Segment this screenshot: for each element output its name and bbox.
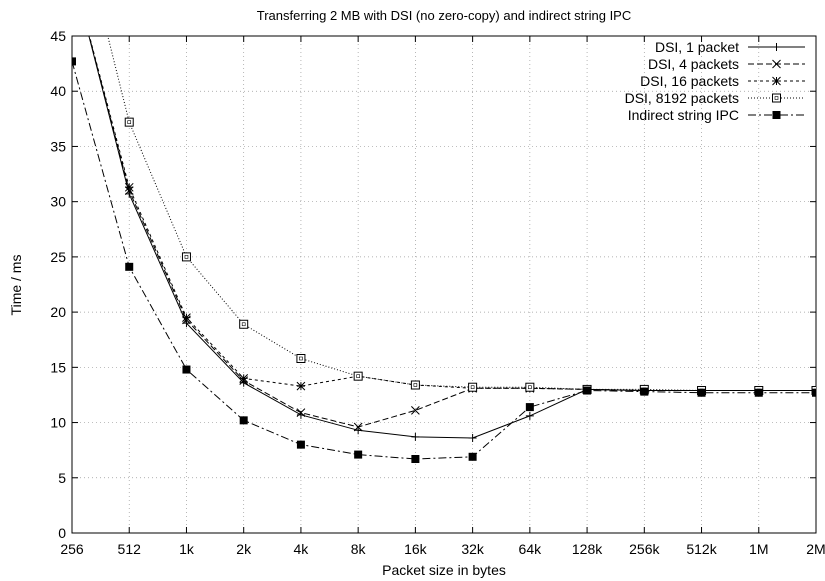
x-tick-label: 512k <box>686 541 717 557</box>
legend-label: DSI, 1 packet <box>655 39 739 55</box>
point-marker <box>468 434 477 443</box>
point-marker <box>181 252 191 262</box>
point-marker <box>754 388 763 397</box>
point-marker <box>353 422 363 432</box>
point-marker <box>411 406 420 415</box>
point-marker <box>772 93 781 103</box>
point-marker <box>354 450 363 459</box>
x-tick-label: 256 <box>60 541 84 557</box>
grid <box>72 36 816 533</box>
point-marker <box>124 182 134 192</box>
axes: 0 5 10 15 20 25 30 35 40 45 256 512 1k 2k 4k 8k 16k 32k 64… <box>50 28 825 557</box>
point-marker <box>410 380 420 390</box>
x-tick-label: 2k <box>236 541 252 557</box>
y-tick-label: 40 <box>50 83 66 99</box>
y-tick-label: 15 <box>50 359 66 375</box>
point-marker-inner <box>774 96 779 100</box>
point-marker-inner <box>127 120 132 124</box>
point-marker <box>239 416 248 425</box>
x-tick-label: 2M <box>806 541 825 557</box>
y-tick-label: 45 <box>50 28 66 44</box>
x-tick-label: 16k <box>404 541 428 557</box>
point-marker <box>772 111 781 119</box>
x-axis-label: Packet size in bytes <box>382 562 506 578</box>
x-tick-label: 256k <box>629 541 660 557</box>
point-marker <box>640 387 649 396</box>
point-marker <box>296 408 306 417</box>
y-tick-label: 25 <box>50 249 66 265</box>
point-marker <box>525 382 535 392</box>
series-line <box>88 36 816 391</box>
chart-title: Transferring 2 MB with DSI (no zero-copy… <box>257 8 632 23</box>
series-4 <box>72 57 816 464</box>
y-tick-label: 35 <box>50 138 66 154</box>
series-line <box>72 61 816 460</box>
point-marker <box>239 319 249 329</box>
point-marker <box>583 386 592 395</box>
series-line <box>88 36 816 428</box>
y-tick-label: 0 <box>58 525 66 541</box>
y-tick-label: 20 <box>50 304 66 320</box>
x-tick-label: 32k <box>461 541 485 557</box>
point-marker-inner <box>470 385 475 390</box>
point-marker-inner <box>413 383 418 387</box>
x-tick-label: 1k <box>179 541 195 557</box>
point-marker <box>525 411 534 420</box>
x-tick-label: 128k <box>572 541 603 557</box>
point-marker <box>239 374 249 383</box>
legend-label: Indirect string IPC <box>628 107 739 123</box>
point-marker-inner <box>528 385 532 390</box>
point-marker <box>697 388 706 397</box>
point-marker <box>296 381 306 391</box>
point-marker-inner <box>356 374 360 378</box>
point-marker <box>411 432 420 441</box>
point-marker-inner <box>241 322 246 327</box>
point-marker <box>772 43 781 51</box>
point-marker <box>772 59 781 69</box>
point-marker <box>772 76 781 86</box>
legend-label: DSI, 8192 packets <box>625 90 739 106</box>
point-marker <box>296 440 305 449</box>
y-tick-label: 5 <box>58 470 66 486</box>
series-line <box>107 36 816 391</box>
point-marker-inner <box>184 255 189 259</box>
x-tick-label: 1M <box>749 541 768 557</box>
point-marker <box>125 262 134 271</box>
legend-label: DSI, 4 packets <box>648 56 739 72</box>
y-tick-label: 10 <box>50 415 66 431</box>
point-marker <box>411 455 420 464</box>
point-marker <box>468 382 478 392</box>
y-axis-label: Time / ms <box>8 255 24 316</box>
series-group <box>72 36 816 464</box>
point-marker <box>72 57 76 66</box>
point-marker <box>353 371 363 381</box>
point-marker-inner <box>299 356 303 361</box>
point-marker <box>468 452 477 461</box>
point-marker <box>182 365 191 374</box>
point-marker <box>525 403 534 412</box>
x-tick-label: 4k <box>294 541 310 557</box>
x-tick-label: 64k <box>519 541 543 557</box>
plot-border <box>71 35 817 534</box>
x-tick-label: 8k <box>351 541 367 557</box>
legend-label: DSI, 16 packets <box>640 73 739 89</box>
point-marker <box>296 353 306 363</box>
x-tick-label: 512 <box>118 541 142 557</box>
y-tick-label: 30 <box>50 194 66 210</box>
point-marker <box>812 388 816 397</box>
point-marker <box>124 117 134 127</box>
point-marker <box>182 313 191 322</box>
